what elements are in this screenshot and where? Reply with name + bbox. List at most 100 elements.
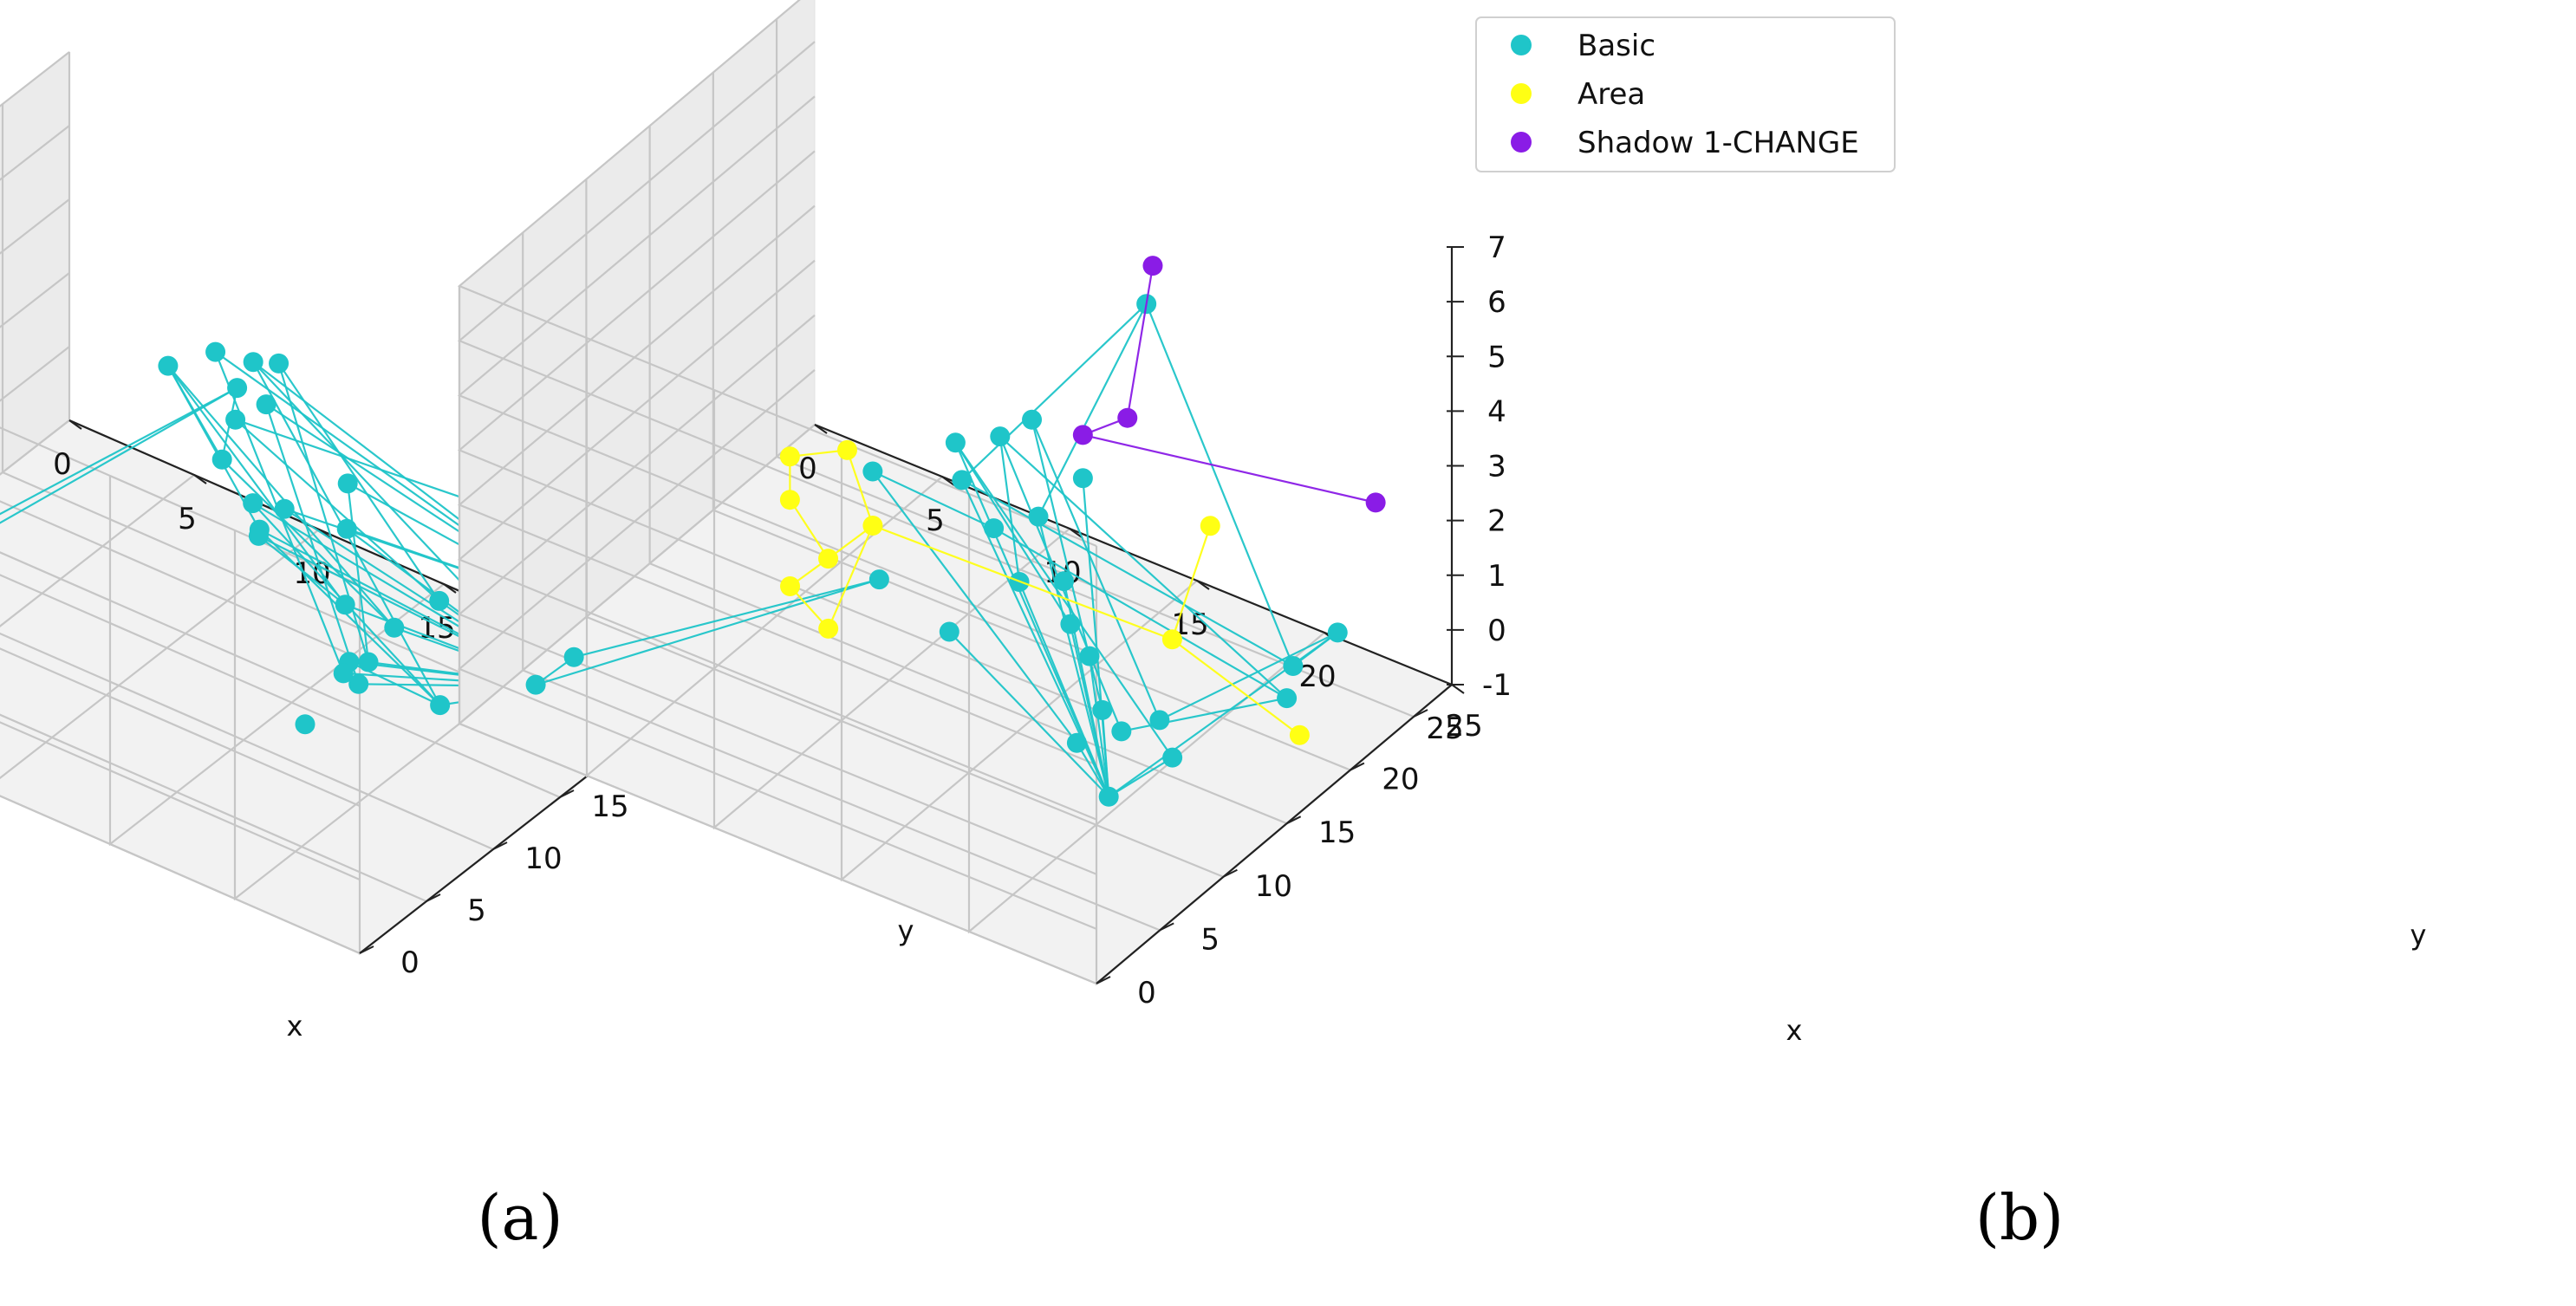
data-point (1142, 256, 1162, 276)
y-tick-label: 5 (467, 893, 486, 928)
series-shadow-1-change (1073, 256, 1386, 512)
y-tick-label: 15 (1318, 815, 1356, 850)
data-point (990, 426, 1010, 446)
data-point (869, 569, 889, 589)
panel-label: (b) (1975, 1181, 2064, 1254)
x-tick-label: 5 (926, 504, 945, 538)
data-point (1029, 507, 1049, 527)
data-point (1366, 492, 1386, 512)
data-point (225, 410, 245, 430)
y-axis-label: y (898, 914, 914, 947)
x-tick (1452, 685, 1464, 693)
z-tick-label: -1 (1482, 668, 1512, 703)
data-point (359, 653, 379, 672)
data-point (1099, 787, 1119, 807)
data-point (952, 470, 972, 490)
x-axis-label: x (1786, 1014, 1803, 1047)
legend-marker (1511, 132, 1532, 153)
data-point (1073, 425, 1093, 445)
panel-label: (a) (477, 1181, 563, 1254)
y-tick-label: 25 (1445, 709, 1482, 744)
data-point (1149, 710, 1169, 730)
data-point (1277, 688, 1297, 708)
edge-line (1083, 435, 1376, 503)
data-point (227, 378, 247, 398)
data-point (335, 595, 355, 614)
data-point (946, 432, 966, 452)
data-point (1200, 516, 1220, 536)
y-tick-label: 20 (1382, 763, 1419, 797)
edge-line (1128, 266, 1153, 419)
data-point (212, 450, 232, 470)
z-tick-label: 0 (1487, 614, 1506, 648)
data-point (205, 342, 225, 362)
chart-panel-b: 05101520250510152025-101234567xyBasicAre… (459, 0, 2426, 1254)
data-point (1162, 629, 1182, 649)
data-point (1022, 410, 1042, 430)
data-point (780, 446, 800, 466)
legend-label: Area (1577, 77, 1645, 112)
data-point (1290, 725, 1310, 745)
data-point (338, 473, 358, 493)
legend-marker (1511, 83, 1532, 104)
data-point (1073, 468, 1093, 488)
data-point (249, 526, 269, 546)
data-point (862, 462, 882, 482)
z-tick-label: 6 (1487, 285, 1506, 320)
data-point (526, 675, 546, 695)
data-point (384, 618, 404, 638)
x-axis-label: x (287, 1010, 303, 1043)
data-point (1060, 614, 1080, 634)
data-point (780, 490, 800, 510)
data-point (1117, 408, 1137, 428)
data-point (1079, 647, 1099, 666)
z-tick-label: 1 (1487, 559, 1506, 594)
data-point (430, 695, 450, 715)
z-tick-label: 5 (1487, 340, 1506, 374)
y-tick-label: 0 (1137, 976, 1156, 1010)
data-point (244, 352, 263, 372)
edge-line (962, 304, 1147, 480)
x-tick-label: 5 (178, 502, 197, 536)
y-tick-label: 0 (400, 945, 420, 980)
y-tick-label: 10 (1255, 869, 1292, 904)
data-point (243, 493, 263, 513)
z-tick-label: 3 (1487, 450, 1506, 484)
z-tick-label: 2 (1487, 504, 1506, 539)
data-point (780, 576, 800, 596)
legend-label: Basic (1577, 29, 1656, 63)
data-point (837, 440, 857, 460)
x-tick-label: 20 (1298, 659, 1336, 694)
data-point (269, 354, 289, 374)
data-point (275, 499, 295, 519)
y-tick-label: 10 (524, 841, 562, 876)
data-point (158, 356, 178, 376)
y-tick-label: 5 (1200, 922, 1220, 957)
data-point (564, 647, 584, 667)
data-point (984, 518, 1004, 538)
data-point (940, 622, 959, 642)
data-point (818, 549, 838, 569)
data-point (1328, 622, 1348, 642)
z-tick-label: 7 (1487, 231, 1506, 265)
legend-label: Shadow 1-CHANGE (1577, 126, 1859, 160)
data-point (429, 591, 449, 611)
data-point (1092, 700, 1112, 720)
data-point (818, 619, 838, 639)
data-point (1067, 733, 1087, 753)
data-point (337, 519, 357, 539)
x-tick-label: 0 (798, 452, 817, 486)
legend-marker (1511, 35, 1532, 55)
data-point (296, 714, 315, 734)
data-point (257, 394, 276, 414)
y-axis-label: y (2410, 919, 2427, 952)
data-point (862, 516, 882, 536)
data-point (1283, 656, 1303, 676)
data-point (1111, 721, 1131, 741)
legend: Basic Area Shadow 1-CHANGE (1476, 17, 1895, 172)
data-point (1162, 748, 1182, 768)
z-tick-label: 4 (1487, 394, 1506, 429)
data-point (1054, 571, 1074, 591)
data-point (348, 674, 368, 694)
